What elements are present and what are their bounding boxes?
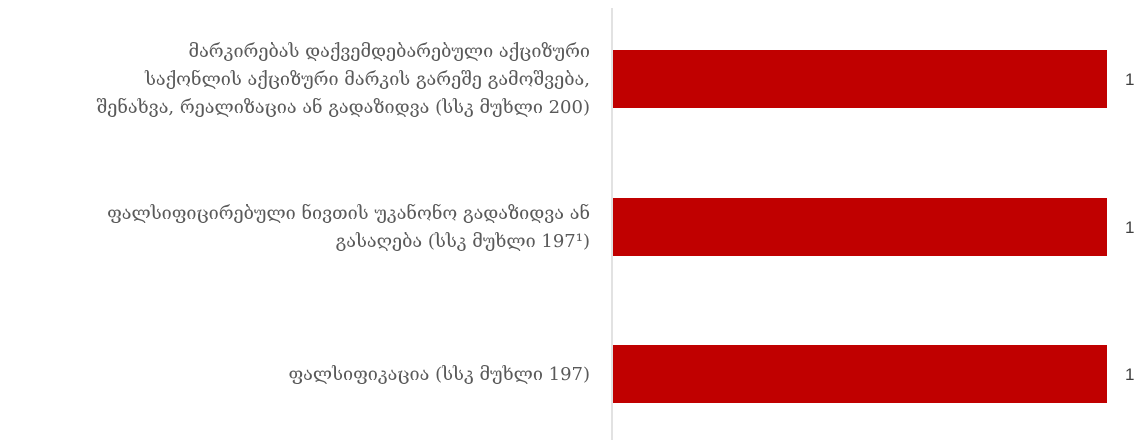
bar-3 xyxy=(613,345,1107,403)
category-label-3: ფალსიფიკაცია (სსკ მუხლი 197) xyxy=(289,364,590,385)
category-label-line: გასაღება (სსკ მუხლი 197¹) xyxy=(336,231,590,252)
bar-1 xyxy=(613,50,1107,108)
bar-2 xyxy=(613,198,1107,256)
data-label-1: 1 xyxy=(1125,70,1134,89)
category-label-line: საქონლის აქციზური მარკის გარეშე გამოშვებ… xyxy=(144,68,590,90)
category-label-1: მარკირებას დაქვემდებარებული აქციზური საქო… xyxy=(97,41,590,118)
data-label-3: 1 xyxy=(1125,365,1134,384)
category-label-line: ფალსიფიკაცია (სსკ მუხლი 197) xyxy=(289,364,590,385)
category-label-line: შენახვა, რეალიზაცია ან გადაზიდვა (სსკ მუ… xyxy=(97,96,590,118)
data-label-2: 1 xyxy=(1125,218,1134,237)
category-label-line: მარკირებას დაქვემდებარებული აქციზური xyxy=(189,41,590,62)
category-label-line: ფალსიფიცირებული ნივთის უკანონო გადაზიდვა… xyxy=(107,202,590,224)
category-label-2: ფალსიფიცირებული ნივთის უკანონო გადაზიდვა… xyxy=(107,202,590,252)
